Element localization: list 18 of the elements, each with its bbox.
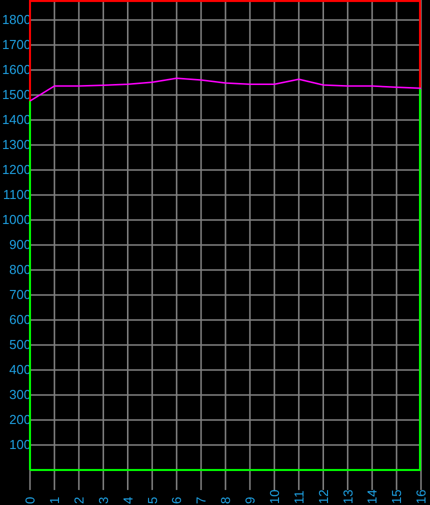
x-tick-label: 6: [169, 496, 184, 504]
x-tick-label: 10: [266, 490, 282, 504]
x-tick-label: 3: [96, 496, 111, 504]
x-tick-label: 14: [364, 490, 380, 504]
x-tick-label: 15: [389, 490, 404, 504]
x-tick-label: 1: [46, 496, 62, 504]
x-tick-label: 7: [194, 496, 209, 504]
x-tick-label: 13: [340, 490, 356, 504]
x-tick-label: 2: [71, 496, 86, 504]
x-tick-label: 5: [144, 496, 160, 504]
x-tick-label: 16: [414, 490, 429, 504]
x-tick-label: 9: [242, 496, 258, 504]
x-tick-label: 11: [291, 490, 306, 504]
x-tick-label: 0: [22, 496, 38, 504]
x-tick-label: 8: [218, 496, 234, 504]
x-tick-label: 12: [316, 490, 331, 504]
line-series: [29, 78, 422, 102]
x-tick-label: 4: [120, 496, 136, 504]
